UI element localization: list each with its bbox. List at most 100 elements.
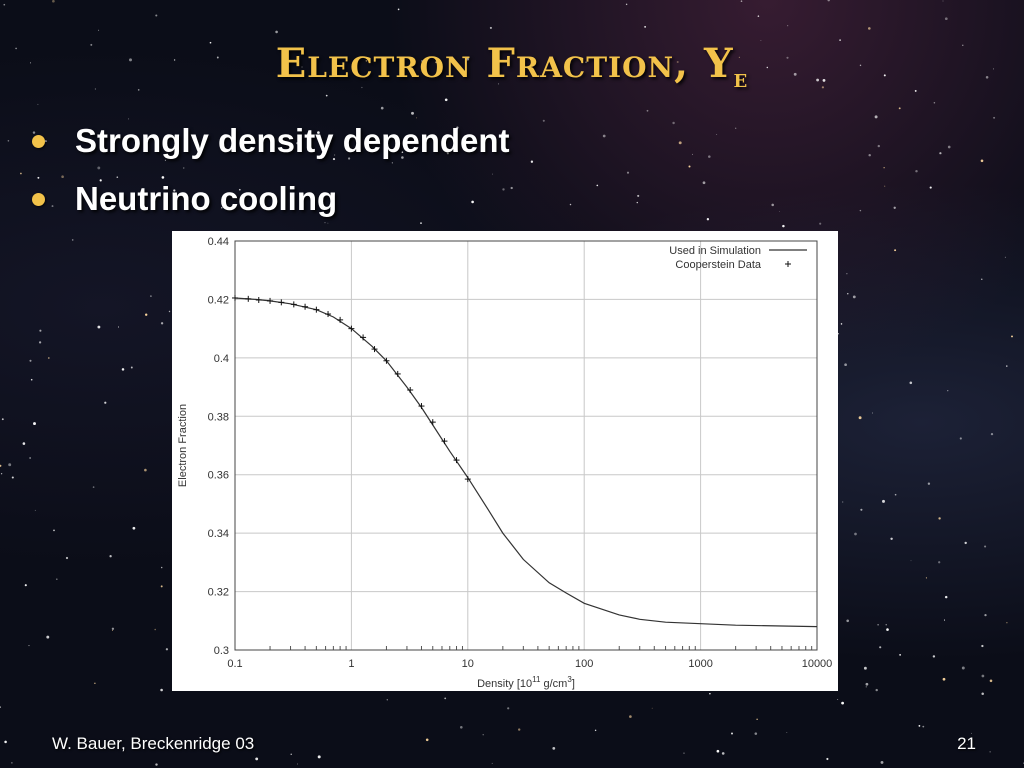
star [0, 464, 2, 467]
star [51, 205, 54, 208]
star [401, 151, 404, 153]
star [884, 185, 886, 187]
star [793, 72, 797, 76]
star [104, 401, 107, 404]
star [99, 179, 102, 182]
y-tick-label: 0.44 [208, 236, 229, 248]
y-tick-label: 0.4 [214, 353, 229, 365]
star [840, 323, 843, 325]
data-point-cooperstein [278, 299, 285, 306]
star [596, 184, 599, 187]
star [964, 541, 967, 545]
star [15, 47, 17, 50]
star [435, 61, 438, 64]
star [944, 595, 948, 599]
star [981, 674, 985, 678]
legend-marker-swatch [785, 261, 791, 267]
star [491, 762, 493, 764]
title-main: Electron Fraction, Y [275, 40, 734, 87]
star [507, 707, 510, 710]
x-tick-label: 1 [348, 658, 354, 670]
star [0, 473, 3, 475]
star [401, 156, 404, 159]
star [868, 153, 871, 157]
star [922, 725, 925, 728]
star [981, 278, 983, 280]
y-tick-label: 0.32 [208, 587, 229, 599]
star [867, 27, 871, 30]
star [569, 203, 572, 206]
star [132, 526, 136, 530]
star [827, 0, 830, 2]
star [844, 363, 847, 367]
star [938, 561, 941, 564]
star [865, 682, 869, 686]
star [1006, 365, 1008, 367]
star [568, 61, 571, 64]
star [981, 644, 984, 648]
star [94, 682, 96, 684]
star [165, 648, 169, 651]
y-tick-label: 0.36 [208, 470, 229, 482]
star [918, 724, 921, 727]
star [859, 64, 862, 67]
star [150, 295, 152, 297]
data-point-cooperstein [453, 457, 460, 464]
star [629, 715, 632, 718]
star [883, 167, 885, 169]
star [782, 224, 785, 228]
star [875, 688, 878, 692]
star [894, 493, 897, 496]
star [819, 222, 822, 225]
star [53, 529, 55, 532]
star [411, 111, 414, 115]
y-tick-label: 0.34 [208, 528, 229, 540]
star [160, 688, 163, 692]
star [947, 145, 951, 149]
footer-author: W. Bauer, Breckenridge 03 [52, 734, 255, 753]
x-tick-label: 10 [462, 658, 474, 670]
star [155, 763, 158, 766]
bullet-text: Neutrino cooling [75, 180, 338, 217]
star [981, 692, 984, 695]
star [173, 59, 176, 61]
star [822, 78, 826, 82]
star [145, 313, 148, 316]
star [129, 58, 132, 62]
data-point-cooperstein [290, 301, 297, 308]
star [678, 141, 682, 145]
star [860, 508, 863, 511]
data-point-cooperstein [245, 295, 252, 302]
star [877, 624, 879, 626]
star [989, 679, 993, 683]
y-axis-label: Electron Fraction [177, 404, 189, 487]
star [786, 56, 789, 59]
star [238, 188, 241, 191]
data-point-cooperstein [325, 311, 332, 318]
star [676, 60, 679, 64]
data-point-cooperstein [441, 438, 448, 445]
data-point-cooperstein [407, 386, 414, 393]
star [841, 701, 844, 705]
star [636, 201, 638, 204]
star [890, 537, 893, 541]
star [386, 699, 388, 701]
star [97, 166, 101, 170]
star [672, 121, 675, 125]
plot-frame [234, 240, 818, 651]
star [391, 162, 393, 164]
star [34, 509, 36, 511]
star [32, 131, 36, 134]
star [542, 119, 545, 122]
star [854, 532, 857, 536]
data-point-cooperstein [232, 294, 238, 301]
star [471, 200, 474, 204]
star [688, 165, 691, 168]
star [348, 157, 351, 160]
star [456, 126, 459, 129]
star [1011, 335, 1013, 338]
star [29, 359, 32, 362]
star [1004, 256, 1006, 258]
star [858, 416, 862, 420]
star [446, 152, 449, 155]
